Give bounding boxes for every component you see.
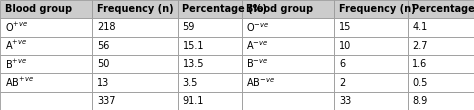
Bar [408,18,474,37]
Text: Frequency (n): Frequency (n) [97,4,174,14]
Bar [178,92,242,110]
Bar [408,37,474,55]
Bar [408,92,474,110]
Bar [92,37,178,55]
Text: O$^{-ve}$: O$^{-ve}$ [246,21,270,34]
Bar [408,73,474,92]
Text: 91.1: 91.1 [182,96,204,106]
Bar [242,18,334,37]
Bar [242,73,334,92]
Bar [92,73,178,92]
Bar [178,37,242,55]
Bar [242,0,334,18]
Text: 13: 13 [97,78,109,87]
Text: Blood group: Blood group [246,4,314,14]
Text: 218: 218 [97,23,116,32]
Text: Percentage (%): Percentage (%) [412,4,474,14]
Text: 59: 59 [182,23,195,32]
Text: 13.5: 13.5 [182,59,204,69]
Bar [92,92,178,110]
Text: 33: 33 [339,96,351,106]
Text: 337: 337 [97,96,116,106]
Text: 1.6: 1.6 [412,59,428,69]
Text: 56: 56 [97,41,109,51]
Bar [0,73,92,92]
Text: AB$^{-ve}$: AB$^{-ve}$ [246,76,275,89]
Bar [178,73,242,92]
Bar [242,55,334,73]
Text: 10: 10 [339,41,351,51]
Bar [92,55,178,73]
Text: AB$^{+ve}$: AB$^{+ve}$ [5,76,34,89]
Text: Percentage (%): Percentage (%) [182,4,267,14]
Bar [92,18,178,37]
Text: B$^{+ve}$: B$^{+ve}$ [5,58,27,71]
Bar [178,0,242,18]
Text: 15.1: 15.1 [182,41,204,51]
Bar [178,55,242,73]
Bar [334,92,408,110]
Text: 3.5: 3.5 [182,78,198,87]
Bar [0,18,92,37]
Bar [242,37,334,55]
Bar [0,0,92,18]
Bar [0,55,92,73]
Text: 2: 2 [339,78,345,87]
Text: B$^{-ve}$: B$^{-ve}$ [246,58,269,70]
Bar [178,18,242,37]
Text: Blood group: Blood group [5,4,72,14]
Bar [408,55,474,73]
Text: A$^{+ve}$: A$^{+ve}$ [5,39,27,52]
Bar [334,73,408,92]
Bar [334,0,408,18]
Text: Frequency (n): Frequency (n) [339,4,416,14]
Text: 8.9: 8.9 [412,96,428,106]
Bar [334,37,408,55]
Text: 2.7: 2.7 [412,41,428,51]
Text: 6: 6 [339,59,345,69]
Text: 15: 15 [339,23,351,32]
Bar [242,92,334,110]
Bar [408,0,474,18]
Bar [334,55,408,73]
Text: A$^{-ve}$: A$^{-ve}$ [246,40,269,52]
Bar [92,0,178,18]
Text: 50: 50 [97,59,109,69]
Bar [0,92,92,110]
Bar [0,37,92,55]
Bar [334,18,408,37]
Text: O$^{+ve}$: O$^{+ve}$ [5,21,28,34]
Text: 4.1: 4.1 [412,23,428,32]
Text: 0.5: 0.5 [412,78,428,87]
